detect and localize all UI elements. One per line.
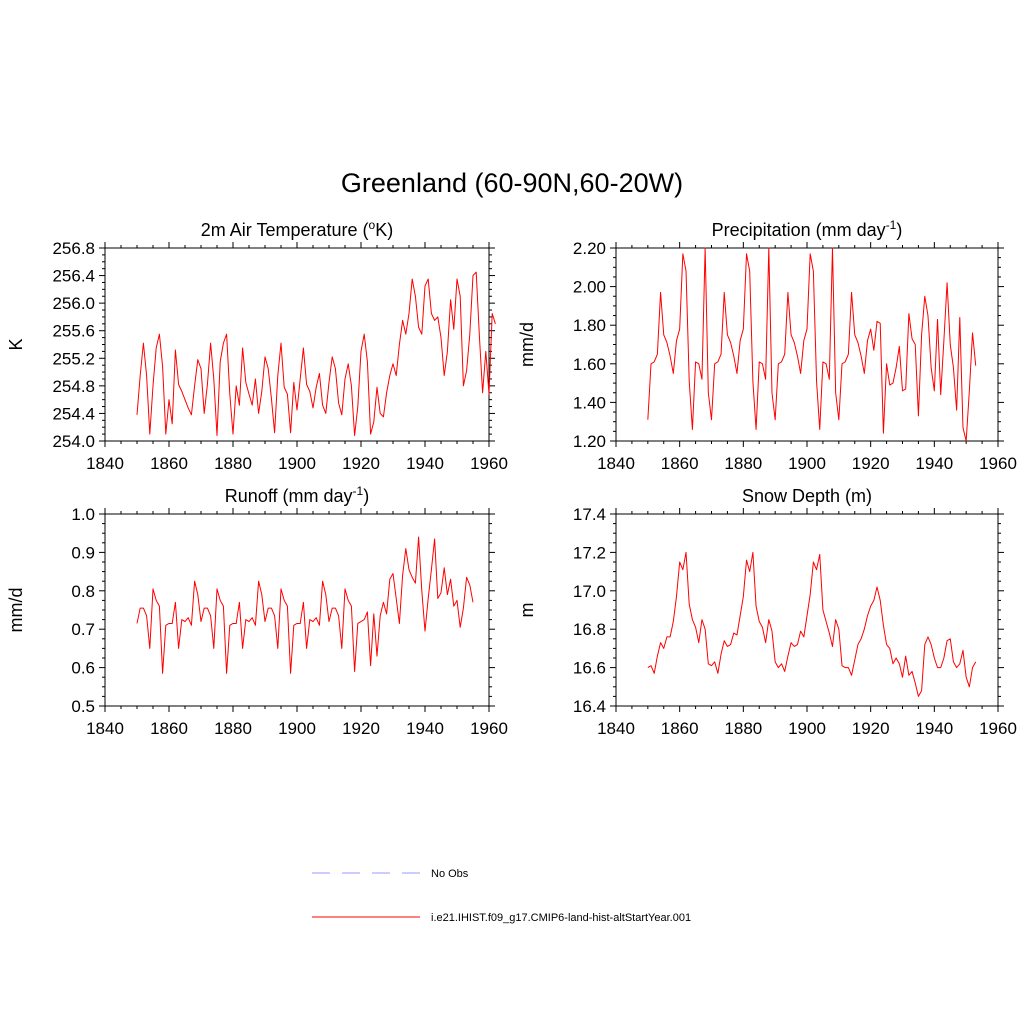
y-tick-label: 1.80 [573,316,606,335]
series-line [136,536,474,674]
x-tick-label: 1860 [661,719,699,738]
y-tick-label: 256.4 [52,267,95,286]
y-axis-title: mm/d [517,322,537,367]
figure-title: Greenland (60-90N,60-20W) [340,168,684,198]
x-tick-label: 1880 [214,719,252,738]
y-tick-label: 17.4 [573,505,606,524]
x-tick-label: 1940 [406,719,444,738]
y-axis-title: K [6,338,26,350]
y-tick-label: 17.2 [573,543,606,562]
y-tick-label: 1.0 [71,505,95,524]
x-tick-label: 1960 [470,454,508,473]
x-tick-label: 1960 [470,719,508,738]
y-tick-label: 16.4 [573,697,606,716]
plot-frame [615,513,999,707]
x-tick-label: 1920 [852,719,890,738]
x-tick-label: 1840 [86,719,124,738]
legend-item-1: No Obs [312,868,469,880]
x-tick-label: 1900 [278,454,316,473]
panel-title: 2m Air Temperature (oK) [201,218,393,240]
x-tick-label: 1960 [979,454,1017,473]
x-tick-label: 1960 [979,719,1017,738]
x-tick-label: 1920 [342,454,380,473]
chart-panel-3: 1840 1860 1880 1900 1920 1940 1960 0.5 0.6 0.7 0.8… [6,484,508,738]
x-tick-label: 1840 [597,454,635,473]
legend-label: i.e21.IHIST.f09_g17.CMIP6-land-hist-altS… [431,912,691,924]
y-tick-label: 0.5 [71,697,95,716]
x-tick-label: 1920 [342,719,380,738]
x-tick-label: 1900 [278,719,316,738]
x-tick-label: 1940 [915,454,953,473]
x-tick-label: 1860 [150,454,188,473]
x-tick-label: 1940 [406,454,444,473]
y-tick-label: 2.20 [573,239,606,258]
y-tick-label: 255.6 [52,322,95,341]
plot-frame [104,247,490,442]
series-line [136,271,496,436]
chart-panel-1: 1840 1860 1880 1900 1920 1940 1960 254.0 254.4 25… [6,218,508,473]
y-tick-label: 256.8 [52,239,95,258]
y-tick-label: 254.8 [52,377,95,396]
y-tick-label: 255.2 [52,349,95,368]
chart-panel-2: 1840 1860 1880 1900 1920 1940 1960 1.20 1.40 1.60… [517,218,1017,473]
x-tick-label: 1840 [86,454,124,473]
chart-panel-4: 1840 1860 1880 1900 1920 1940 1960 16.4 16.6 16.8… [517,486,1017,738]
x-tick-label: 1940 [915,719,953,738]
y-tick-label: 16.8 [573,620,606,639]
y-axis-title: mm/d [6,588,26,633]
y-tick-label: 1.40 [573,393,606,412]
legend-item-2: i.e21.IHIST.f09_g17.CMIP6-land-hist-altS… [312,912,691,924]
chart-panels: 1840 1860 1880 1900 1920 1940 1960 254.0 254.4 25… [6,218,1017,738]
panel-title: Snow Depth (m) [742,486,872,506]
y-tick-label: 0.9 [71,543,95,562]
x-tick-label: 1880 [214,454,252,473]
legend: No Obs i.e21.IHIST.f09_g17.CMIP6-land-his… [312,868,691,924]
y-tick-label: 0.6 [71,659,95,678]
y-tick-label: 17.0 [573,582,606,601]
panel-title: Precipitation (mm day-1) [712,218,903,240]
x-tick-label: 1900 [788,454,826,473]
plot-frame [615,247,999,442]
series-line [647,551,977,697]
y-axis-title: m [517,603,537,618]
x-tick-label: 1860 [150,719,188,738]
y-tick-label: 254.0 [52,432,95,451]
x-tick-label: 1840 [597,719,635,738]
panel-title: Runoff (mm day-1) [225,484,369,506]
y-tick-label: 0.8 [71,582,95,601]
x-tick-label: 1920 [852,454,890,473]
x-tick-label: 1900 [788,719,826,738]
plot-frame [104,513,490,707]
y-tick-label: 16.6 [573,659,606,678]
y-tick-label: 254.4 [52,404,95,423]
x-tick-label: 1860 [661,454,699,473]
series-line [647,247,977,442]
y-tick-label: 256.0 [52,294,95,313]
x-tick-label: 1880 [724,719,762,738]
y-tick-label: 1.60 [573,355,606,374]
legend-label: No Obs [431,868,469,880]
y-tick-label: 0.7 [71,620,95,639]
x-tick-label: 1880 [724,454,762,473]
y-tick-label: 1.20 [573,432,606,451]
y-tick-label: 2.00 [573,278,606,297]
